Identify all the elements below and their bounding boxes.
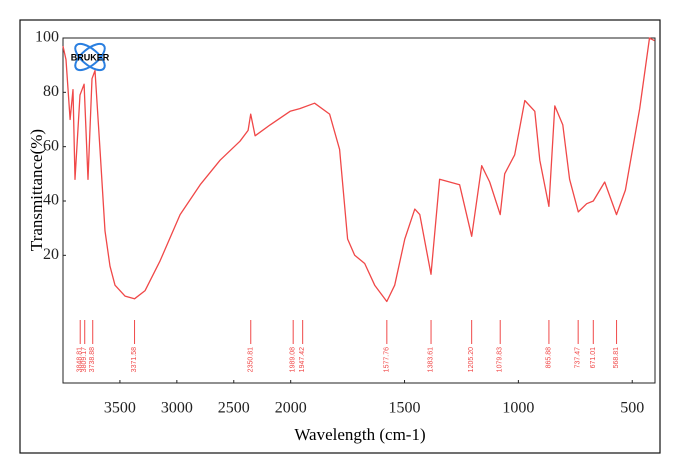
peak-label: 865.88 (545, 347, 552, 369)
peak-label: 671.01 (590, 347, 597, 369)
x-tick-label: 2000 (275, 400, 307, 417)
peak-label: 1989.08 (290, 347, 297, 372)
y-tick-label: 20 (43, 246, 59, 263)
peak-label: 568.81 (613, 347, 620, 369)
peak-label: 1947.42 (299, 347, 306, 372)
x-tick-label: 3000 (161, 400, 193, 417)
y-tick-label: 80 (43, 83, 59, 100)
x-axis-label: Wavelength (cm-1) (294, 425, 425, 444)
logo-ring (74, 42, 106, 72)
peak-label: 1079.83 (497, 347, 504, 372)
peak-label: 2350.81 (247, 347, 254, 372)
peak-label: 3738.88 (89, 347, 96, 372)
peak-label: 1577.76 (383, 347, 390, 372)
x-tick-label: 2500 (218, 400, 250, 417)
x-tick-label: 1000 (502, 400, 534, 417)
x-tick-label: 3500 (104, 400, 136, 417)
logo-text: BRUKER (71, 52, 110, 62)
x-tick-label: 1500 (389, 400, 421, 417)
logo: BRUKER (71, 42, 110, 72)
outer-frame (19, 19, 661, 454)
plot-frame (62, 37, 656, 384)
peak-label: 1205.20 (468, 347, 475, 372)
spectrum-line (62, 37, 655, 303)
peak-label: 3371.58 (131, 347, 138, 372)
peak-label: 1383.61 (428, 347, 435, 372)
logo-ring (74, 42, 106, 72)
y-axis-label: Transmittance(%) (27, 129, 46, 251)
y-tick-label: 100 (35, 29, 59, 46)
peak-label: 3848.81 (77, 347, 84, 372)
x-tick-label: 500 (620, 400, 644, 417)
peak-label: 3809.17 (81, 347, 88, 372)
y-tick-label: 40 (43, 192, 59, 209)
peak-label: 737.47 (575, 347, 582, 369)
y-tick-label: 60 (43, 137, 59, 154)
